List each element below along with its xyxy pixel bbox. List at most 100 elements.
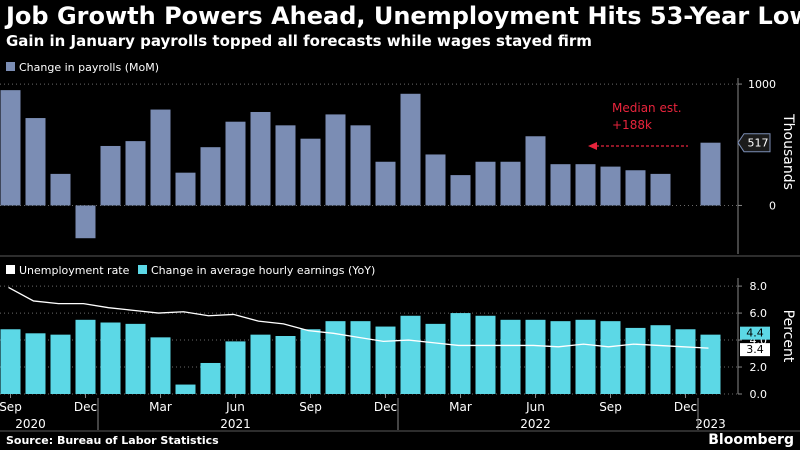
unemployment-value-badge: [740, 343, 770, 357]
payroll-bar: [75, 205, 96, 239]
earnings-bar: [100, 322, 121, 394]
x-tick-label: Sep: [599, 400, 622, 414]
payroll-bar: [575, 164, 596, 206]
y-tick-label: 2.0: [750, 361, 768, 374]
x-tick-label: Dec: [374, 400, 397, 414]
earnings-value-badge: [740, 326, 770, 340]
unemployment-line: [8, 286, 709, 349]
earnings-bar: [550, 321, 571, 394]
payroll-bar: [525, 136, 546, 206]
x-year-label: 2022: [520, 417, 551, 431]
y-tick-label: 0: [769, 199, 776, 212]
payroll-bar: [600, 166, 621, 206]
y-tick-label: 6.0: [750, 307, 768, 320]
earnings-bar: [0, 329, 21, 394]
y-axis-title: Thousands: [780, 113, 796, 190]
earnings-bar: [450, 313, 471, 394]
x-tick-label: Dec: [674, 400, 697, 414]
payroll-bar: [400, 93, 421, 206]
legend-swatch-earnings: [138, 265, 147, 274]
payroll-bar: [475, 161, 496, 206]
last-value-badge: [737, 133, 771, 153]
earnings-bar: [200, 362, 221, 394]
earnings-bar: [700, 334, 721, 394]
chart-title: Job Growth Powers Ahead, Unemployment Hi…: [6, 2, 800, 30]
earnings-bar: [175, 384, 196, 394]
annotation-arrow-head: [588, 142, 597, 150]
earnings-bar: [375, 326, 396, 394]
payroll-bar: [500, 161, 521, 206]
payroll-bar: [225, 121, 246, 206]
earnings-bar: [525, 319, 546, 394]
earnings-bar: [625, 327, 646, 394]
legend-swatch-unemployment: [6, 265, 15, 274]
chart-subtitle: Gain in January payrolls topped all fore…: [6, 32, 592, 50]
legend-label-unemployment: Unemployment rate: [19, 264, 130, 277]
source-note: Source: Bureau of Labor Statistics: [6, 434, 219, 447]
payroll-bar: [100, 145, 121, 206]
x-tick-label: Mar: [149, 400, 172, 414]
x-tick-label: Dec: [74, 400, 97, 414]
earnings-bar: [125, 323, 146, 394]
payroll-bar: [0, 90, 21, 206]
earnings-bar: [575, 319, 596, 394]
payroll-bar: [200, 147, 221, 206]
x-year-label: 2021: [220, 417, 251, 431]
earnings-bar: [250, 334, 271, 394]
x-tick-label: Sep: [0, 400, 22, 414]
payroll-bar: [25, 118, 46, 206]
payroll-bar: [350, 125, 371, 206]
earnings-bar: [50, 334, 71, 394]
earnings-bar: [75, 319, 96, 394]
unemployment-value-label: 3.4: [746, 343, 764, 356]
payroll-bar: [450, 175, 471, 206]
earnings-bar: [225, 341, 246, 394]
earnings-bar: [350, 321, 371, 394]
payroll-bar: [275, 125, 296, 206]
x-year-label: 2020: [15, 417, 46, 431]
earnings-value-label: 4.4: [746, 327, 764, 340]
earnings-bar: [600, 321, 621, 394]
y-axis-title: Percent: [780, 310, 796, 363]
payroll-bar: [375, 161, 396, 206]
x-tick-label: Sep: [299, 400, 322, 414]
earnings-bar: [275, 336, 296, 394]
annotation-label-line1: Median est.: [612, 101, 682, 115]
legend-label-earnings: Change in average hourly earnings (YoY): [151, 264, 375, 277]
payroll-bar: [300, 138, 321, 206]
payroll-bar: [550, 164, 571, 206]
earnings-bar: [650, 325, 671, 394]
earnings-bar: [675, 329, 696, 394]
x-year-label: 2023: [695, 417, 726, 431]
earnings-unemployment-panel: Unemployment rate Change in average hourl…: [0, 264, 796, 431]
y-tick-label: 1000: [748, 78, 776, 91]
x-tick-label: Jun: [525, 400, 545, 414]
y-tick-label: 0.0: [750, 388, 768, 401]
earnings-bar: [25, 333, 46, 394]
earnings-bar: [300, 329, 321, 394]
payroll-bar: [650, 173, 671, 206]
payroll-bar: [625, 170, 646, 206]
legend-label-payrolls: Change in payrolls (MoM): [19, 61, 159, 74]
x-tick-label: Mar: [449, 400, 472, 414]
earnings-bar: [150, 337, 171, 394]
earnings-bar: [325, 321, 346, 394]
annotation-label-line2: +188k: [612, 118, 652, 132]
payroll-bar: [175, 172, 196, 206]
payroll-bar: [50, 173, 71, 206]
earnings-bar: [425, 323, 446, 394]
y-tick-label: 8.0: [750, 280, 768, 293]
earnings-bar: [475, 315, 496, 394]
earnings-bar: [500, 319, 521, 394]
payroll-bar: [425, 154, 446, 206]
payroll-bar: [700, 142, 721, 206]
earnings-bar: [400, 315, 421, 394]
payrolls-panel: Change in payrolls (MoM) 0 1000 517 Thousand…: [0, 61, 796, 254]
payroll-bar: [325, 114, 346, 206]
payroll-bar: [250, 111, 271, 206]
bloomberg-logo: Bloomberg: [708, 432, 794, 448]
x-tick-label: Jun: [225, 400, 245, 414]
last-value-label: 517: [748, 137, 769, 150]
legend-swatch-payrolls: [6, 62, 15, 71]
